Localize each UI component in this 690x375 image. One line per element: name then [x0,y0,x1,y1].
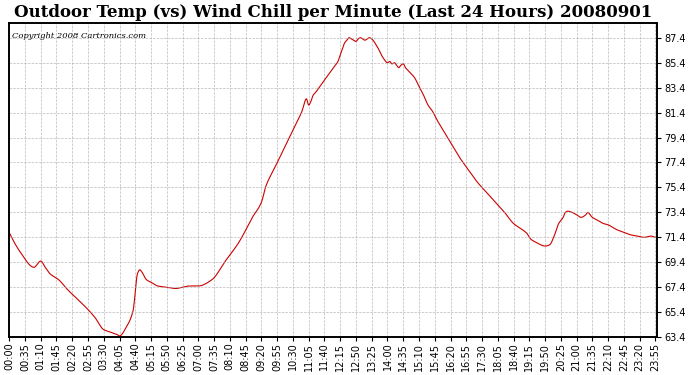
Text: Copyright 2008 Cartronics.com: Copyright 2008 Cartronics.com [12,32,146,40]
Title: Outdoor Temp (vs) Wind Chill per Minute (Last 24 Hours) 20080901: Outdoor Temp (vs) Wind Chill per Minute … [14,4,652,21]
